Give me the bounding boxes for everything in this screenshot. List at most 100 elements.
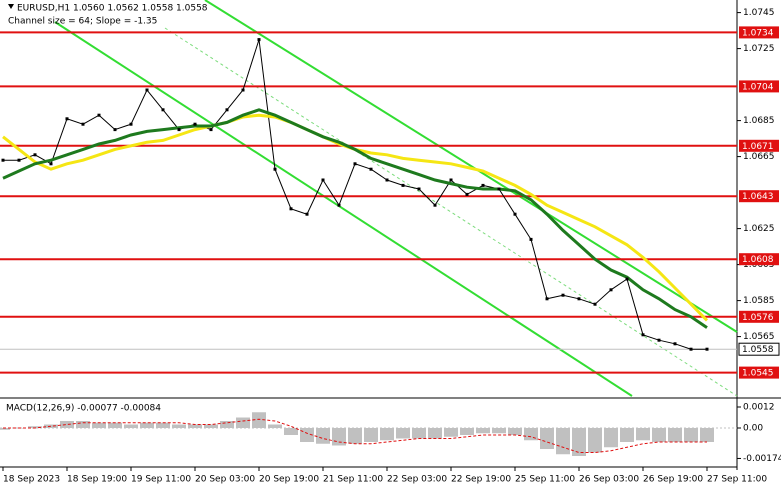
macd-bar	[220, 421, 234, 428]
close-point	[65, 117, 69, 121]
close-point	[577, 297, 581, 301]
signal-line	[3, 418, 707, 453]
channel-upper	[204, 0, 738, 333]
x-tick-label: 26 Sep 19:00	[643, 475, 703, 485]
close-point	[113, 128, 117, 132]
macd-bar	[108, 422, 122, 428]
close-point	[513, 212, 517, 216]
close-point	[657, 338, 661, 342]
close-point	[673, 342, 677, 346]
close-point	[17, 158, 21, 162]
close-point	[625, 277, 629, 281]
y-tick-label: 0.00	[743, 424, 763, 434]
macd-bar	[572, 428, 586, 456]
close-point	[209, 128, 213, 132]
close-point	[305, 212, 309, 216]
close-point	[49, 162, 53, 166]
close-point	[401, 183, 405, 187]
macd-bar	[604, 428, 618, 448]
close-point	[481, 183, 485, 187]
close-point	[97, 113, 101, 117]
macd-title: MACD(12,26,9) -0.00077 -0.00084	[6, 404, 161, 414]
close-point	[497, 187, 501, 191]
macd-bar	[44, 424, 58, 428]
macd-bar	[508, 428, 522, 435]
macd-bar	[652, 428, 666, 442]
close-point	[193, 122, 197, 126]
x-tick-label: 20 Sep 19:00	[259, 475, 319, 485]
macd-bar	[444, 428, 458, 437]
close-point	[529, 237, 533, 241]
macd-bar	[252, 412, 266, 428]
y-tick-label: 1.0625	[743, 224, 775, 234]
macd-bar	[668, 428, 682, 442]
level-label-box	[739, 26, 779, 39]
close-point	[689, 347, 693, 351]
macd-bar	[540, 428, 554, 449]
y-tick-label: -0.00174	[743, 454, 781, 464]
macd-bar	[556, 428, 570, 455]
x-tick-label: 18 Sep 2023	[3, 475, 60, 485]
macd-bar	[0, 428, 10, 430]
close-point	[641, 333, 645, 337]
series-line	[2, 108, 708, 329]
level-label: 1.0545	[742, 369, 774, 379]
chart-title: EURUSD,H1 1.0560 1.0562 1.0558 1.0558	[17, 4, 208, 14]
macd-bar	[76, 421, 90, 428]
macd-bar	[412, 428, 426, 439]
current-price-box	[738, 342, 780, 356]
macd-bar	[268, 424, 282, 428]
current-price-label: 1.0558	[742, 345, 774, 355]
close-point	[465, 192, 469, 196]
macd-bar	[460, 428, 474, 435]
macd-bar	[492, 428, 506, 434]
macd-bar	[700, 428, 714, 442]
level-label-box	[739, 80, 779, 93]
close-point	[593, 302, 597, 306]
x-tick-label: 20 Sep 03:00	[195, 475, 255, 485]
y-tick-label: 1.0565	[743, 332, 775, 342]
macd-bar	[620, 428, 634, 442]
macd-bar	[28, 426, 42, 428]
channel-lower	[54, 21, 633, 397]
macd-bar	[156, 422, 170, 428]
close-point	[321, 178, 325, 182]
level-label: 1.0608	[742, 255, 774, 265]
macd-bar	[396, 428, 410, 439]
close-point	[81, 122, 85, 126]
close-point	[225, 108, 229, 112]
close-point	[545, 297, 549, 301]
macd-bar	[188, 424, 202, 428]
macd-bar	[348, 428, 362, 444]
level-label-box	[739, 190, 779, 203]
close-point	[353, 162, 357, 166]
macd-bar	[92, 422, 106, 428]
level-label: 1.0643	[742, 192, 774, 202]
macd-bar	[476, 428, 490, 434]
close-point	[129, 122, 133, 126]
macd-bar	[236, 417, 250, 428]
y-tick-label: 1.0745	[743, 8, 775, 18]
close-point	[561, 293, 565, 297]
close-point	[177, 128, 181, 132]
x-tick-label: 25 Sep 11:00	[515, 475, 575, 485]
close-point	[433, 203, 437, 207]
y-tick-label: 1.0665	[743, 152, 775, 162]
x-tick-label: 26 Sep 03:00	[579, 475, 639, 485]
y-tick-label: 1.0725	[743, 44, 775, 54]
x-tick-label: 22 Sep 03:00	[387, 475, 447, 485]
level-label-box	[739, 139, 779, 152]
x-tick-label: 18 Sep 19:00	[67, 475, 127, 485]
macd-bar	[364, 428, 378, 442]
symbol-marker	[8, 4, 14, 9]
close-point	[1, 158, 5, 162]
x-tick-label: 19 Sep 11:00	[131, 475, 191, 485]
macd-bar	[588, 428, 602, 453]
level-label: 1.0576	[742, 313, 774, 323]
macd-bar	[684, 428, 698, 442]
level-label: 1.0704	[742, 82, 774, 92]
close-point	[241, 88, 245, 92]
macd-bar	[636, 428, 650, 441]
level-label-box	[739, 366, 779, 379]
